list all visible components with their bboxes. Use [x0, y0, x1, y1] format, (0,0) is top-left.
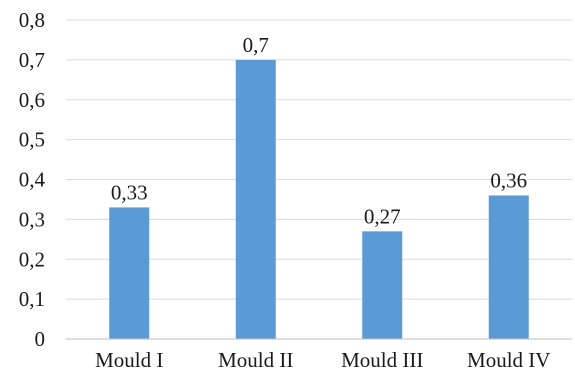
bar-mould-i [109, 207, 150, 339]
data-label: 0,27 [364, 204, 401, 228]
x-tick-label: Mould III [341, 348, 423, 372]
y-tick-label: 0,6 [19, 88, 45, 112]
data-labels: 0,33 0,7 0,27 0,36 [111, 33, 527, 228]
data-label: 0,36 [490, 168, 527, 192]
x-tick-label: Mould IV [467, 348, 550, 372]
data-label: 0,33 [111, 180, 148, 204]
y-tick-label: 0,1 [19, 287, 45, 311]
y-tick-label: 0,7 [19, 48, 45, 72]
y-tick-label: 0,5 [19, 128, 45, 152]
bar-mould-iii [362, 231, 403, 339]
y-tick-label: 0,2 [19, 247, 45, 271]
bar-mould-iv [488, 195, 529, 339]
x-axis-tick-labels: Mould I Mould II Mould III Mould IV [95, 348, 550, 372]
y-axis-tick-labels: 0 0,1 0,2 0,3 0,4 0,5 0,6 0,7 0,8 [19, 8, 46, 351]
y-tick-label: 0 [35, 327, 46, 351]
x-tick-label: Mould II [218, 348, 293, 372]
y-tick-label: 0,4 [19, 168, 46, 192]
y-tick-label: 0,8 [19, 8, 45, 32]
y-tick-label: 0,3 [19, 207, 45, 231]
gridlines [66, 19, 572, 300]
bar-mould-ii [235, 59, 276, 339]
bars [109, 59, 529, 339]
data-label: 0,7 [243, 33, 269, 57]
x-tick-label: Mould I [95, 348, 163, 372]
